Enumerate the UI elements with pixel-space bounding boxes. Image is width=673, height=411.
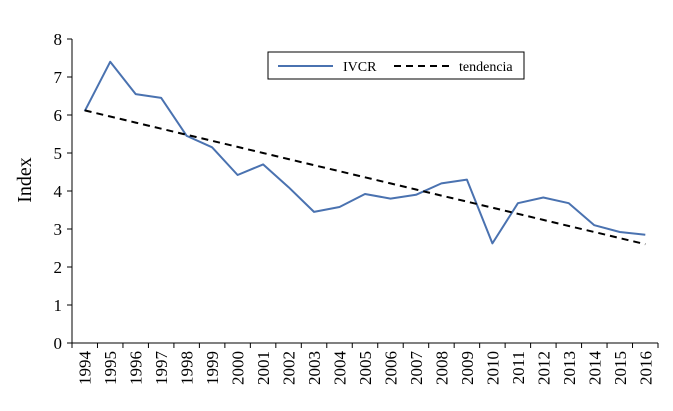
x-tick-label: 2013 — [560, 351, 579, 385]
x-tick-labels: 1994 1995 1996 1997 1998 1999 2000 2001 2002 2003… — [76, 351, 656, 386]
x-tick-label: 2015 — [611, 351, 630, 385]
x-tick-label: 1995 — [101, 351, 120, 385]
legend-label-ivcr: IVCR — [343, 60, 377, 75]
x-tick-label: 2001 — [254, 351, 273, 385]
y-tick-label: 3 — [54, 220, 63, 239]
axes — [67, 38, 659, 348]
series-line-tendencia — [84, 109, 646, 246]
x-tick-label: 1999 — [203, 351, 222, 385]
y-tick-label: 7 — [54, 68, 63, 87]
series-line-ivcr — [83, 60, 646, 245]
x-tick-label: 2005 — [356, 351, 375, 385]
x-tick-label: 2014 — [585, 351, 604, 386]
x-tick-label: 1998 — [178, 351, 197, 385]
y-tick-label: 8 — [54, 30, 63, 49]
x-tick-label: 2009 — [458, 351, 477, 385]
x-tick-label: 1994 — [76, 351, 95, 386]
y-tick-labels: 0 1 2 3 4 5 6 7 8 — [54, 30, 63, 353]
x-tick-label: 1997 — [152, 351, 171, 386]
y-tick-label: 0 — [54, 334, 63, 353]
legend-label-tendencia: tendencia — [459, 60, 513, 75]
x-tick-label: 2016 — [636, 351, 655, 385]
x-tick-label: 2002 — [280, 351, 299, 385]
y-tick-label: 4 — [54, 182, 63, 201]
x-tick-label: 2008 — [432, 351, 451, 385]
y-tick-label: 1 — [54, 296, 63, 315]
y-tick-label: 2 — [54, 258, 63, 277]
legend: IVCR tendencia — [267, 51, 525, 80]
y-tick-label: 5 — [54, 144, 63, 163]
x-tick-label: 2003 — [305, 351, 324, 385]
y-axis-title-group: Index — [14, 157, 36, 203]
x-tick-label: 1996 — [127, 351, 146, 385]
x-tick-label: 2000 — [229, 351, 248, 385]
x-tick-label: 2006 — [381, 351, 400, 385]
series-layer — [83, 60, 646, 246]
x-tick-label: 2010 — [483, 351, 502, 385]
x-tick-label: 2007 — [407, 351, 426, 386]
x-tick-label: 2004 — [331, 351, 350, 386]
y-axis-title: Index — [14, 157, 36, 203]
x-tick-label: 2012 — [534, 351, 553, 385]
x-tick-label: 2011 — [509, 351, 528, 384]
y-tick-label: 6 — [54, 106, 63, 125]
